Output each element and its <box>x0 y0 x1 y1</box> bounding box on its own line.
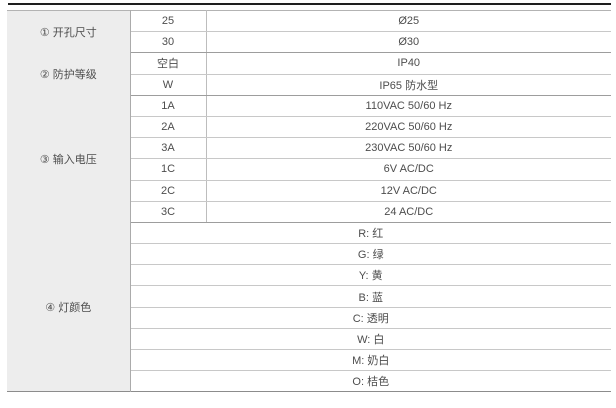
table-row: 2C 12V AC/DC <box>7 180 611 202</box>
value-cell: 220VAC 50/60 Hz <box>206 116 611 139</box>
table-row: 1C 6V AC/DC <box>7 158 611 181</box>
value-cell: IP65 防水型 <box>206 74 611 96</box>
value-cell: R: 红 <box>130 222 611 245</box>
value-cell: 230VAC 50/60 Hz <box>206 137 611 160</box>
value-cell: 24 AC/DC <box>206 201 611 223</box>
spec-table: ① 开孔尺寸 25 Ø25 30 Ø30 ② 防护等级 空白 IP40 W IP65 防水型 ③ 输… <box>7 10 611 393</box>
table-row: O: 桔色 <box>7 370 611 393</box>
top-divider-rule <box>8 3 611 5</box>
section-label-cell: ② 防护等级 <box>7 52 131 96</box>
table-row: ① 开孔尺寸 25 Ø25 <box>7 10 611 53</box>
value-cell: C: 透明 <box>130 307 611 329</box>
value-cell: B: 蓝 <box>130 285 611 308</box>
code-cell: 25 <box>130 10 207 33</box>
code-cell: 30 <box>130 31 207 54</box>
section-label-cell: ④ 灯颜色 <box>7 222 131 392</box>
value-cell: W: 白 <box>130 328 611 351</box>
table-row: 3A 230VAC 50/60 Hz <box>7 137 611 160</box>
value-cell: 12V AC/DC <box>206 180 611 202</box>
code-cell: 2A <box>130 116 207 139</box>
value-cell: M: 奶白 <box>130 349 611 372</box>
value-cell: G: 绿 <box>130 243 611 266</box>
value-cell: 6V AC/DC <box>206 158 611 181</box>
code-cell: 2C <box>130 180 207 202</box>
section-label-cell: ③ 输入电压 <box>7 95 131 223</box>
code-cell: 3A <box>130 137 207 160</box>
table-row: M: 奶白 <box>7 349 611 372</box>
section-label-cell: ① 开孔尺寸 <box>7 10 131 53</box>
value-cell: O: 桔色 <box>130 370 611 393</box>
code-cell: 空白 <box>130 52 207 75</box>
value-cell: Ø30 <box>206 31 611 54</box>
code-cell: 3C <box>130 201 207 223</box>
code-cell: W <box>130 74 207 96</box>
table-row: ④ 灯颜色 R: 红 <box>7 222 611 392</box>
table-row: G: 绿 <box>7 243 611 266</box>
table-row: W IP65 防水型 <box>7 74 611 96</box>
table-row: W: 白 <box>7 328 611 351</box>
value-cell: Ø25 <box>206 10 611 33</box>
code-cell: 1C <box>130 158 207 181</box>
table-row: Y: 黄 <box>7 264 611 287</box>
value-cell: IP40 <box>206 52 611 75</box>
value-cell: 110VAC 50/60 Hz <box>206 95 611 117</box>
table-row: 3C 24 AC/DC <box>7 201 611 223</box>
table-row: ③ 输入电压 1A 110VAC 50/60 Hz <box>7 95 611 223</box>
table-row: 30 Ø30 <box>7 31 611 54</box>
value-cell: Y: 黄 <box>130 264 611 287</box>
spec-table-body: ① 开孔尺寸 25 Ø25 30 Ø30 ② 防护等级 空白 IP40 W IP65 防水型 ③ 输… <box>7 10 611 393</box>
table-row: B: 蓝 <box>7 285 611 308</box>
table-row: C: 透明 <box>7 307 611 329</box>
table-row: 2A 220VAC 50/60 Hz <box>7 116 611 139</box>
table-row: ② 防护等级 空白 IP40 <box>7 52 611 96</box>
code-cell: 1A <box>130 95 207 117</box>
